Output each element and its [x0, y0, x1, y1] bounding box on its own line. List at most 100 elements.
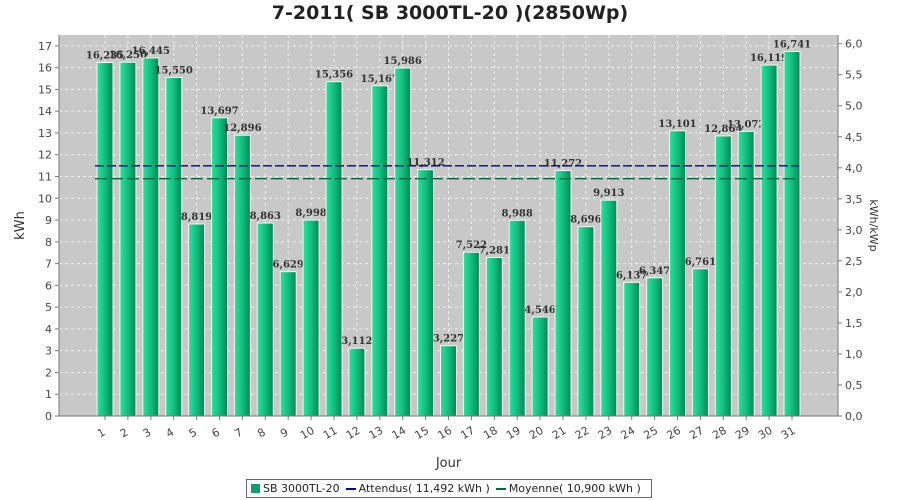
x-tick-label: 29	[733, 424, 752, 442]
y-right-tick-label: 3,5	[845, 193, 863, 206]
y-tick-label: 16	[38, 62, 52, 75]
x-tick-label: 26	[664, 424, 683, 442]
y-tick-label: 4	[45, 323, 52, 336]
bar-day-17	[462, 251, 480, 417]
x-tick-label: 13	[367, 424, 386, 442]
y-right-tick-label: 3,0	[845, 224, 863, 237]
bar-day-4	[165, 76, 183, 417]
bar-day-31	[783, 51, 801, 417]
y-right-tick-label: 1,0	[845, 348, 863, 361]
y-tick-label: 17	[38, 40, 52, 53]
bar-day-5	[188, 223, 206, 417]
bar-day-23	[600, 199, 618, 417]
bar-day-24	[623, 281, 641, 417]
x-tick-label: 19	[504, 424, 523, 442]
y-tick-label: 8	[45, 236, 52, 249]
legend-swatch-series	[251, 484, 260, 493]
y-tick-label: 11	[38, 171, 52, 184]
bar-day-6	[211, 117, 228, 417]
x-tick-label: 24	[619, 424, 638, 442]
data-label-day-28: 12,864	[704, 124, 742, 135]
y-tick-label: 13	[38, 127, 52, 140]
bar-day-14	[394, 67, 412, 417]
legend: SB 3000TL-20 Attendus( 11,492 kWh ) Moye…	[246, 479, 652, 498]
legend-line-attendus	[345, 487, 356, 490]
bar-day-29	[737, 130, 755, 417]
data-label-day-21: 11,272	[544, 159, 582, 170]
bar-day-9	[279, 271, 297, 417]
data-label-day-15: 11,312	[406, 158, 444, 169]
y-tick-label: 10	[38, 192, 52, 205]
y-tick-label: 9	[45, 214, 52, 227]
bar-day-7	[233, 134, 251, 417]
x-tick-label: 4	[164, 426, 177, 441]
x-tick-label: 12	[344, 424, 363, 442]
bar-day-1	[96, 62, 114, 417]
y-right-tick-label: 4,5	[845, 131, 863, 144]
bar-day-12	[348, 347, 366, 417]
chart-title: 7-2011( SB 3000TL-20 )(2850Wp)	[271, 2, 629, 24]
x-tick-label: 25	[642, 424, 661, 442]
data-label-day-27: 6,761	[685, 257, 716, 268]
legend-line-moyenne	[495, 487, 506, 490]
data-label-day-7: 12,896	[223, 123, 261, 134]
data-label-day-11: 15,356	[315, 70, 353, 81]
bar-day-15	[417, 169, 435, 417]
y-tick-label: 7	[45, 258, 52, 271]
x-tick-label: 27	[687, 424, 706, 442]
x-tick-label: 31	[779, 424, 798, 442]
legend-item-series: SB 3000TL-20	[251, 482, 340, 495]
y-right-tick-label: 2,0	[845, 286, 863, 299]
bar-day-28	[714, 135, 732, 417]
bar-day-11	[325, 81, 343, 417]
legend-item-moyenne: Moyenne( 10,900 kWh )	[495, 482, 641, 495]
bar-day-30	[760, 64, 778, 417]
x-tick-label: 5	[187, 426, 200, 441]
data-label-day-24: 6,137	[616, 270, 647, 281]
data-label-day-26: 13,101	[658, 119, 696, 130]
data-label-day-6: 13,697	[200, 106, 238, 117]
x-tick-label: 9	[278, 426, 291, 441]
x-tick-label: 21	[550, 424, 569, 442]
data-label-day-25: 6,347	[639, 266, 670, 277]
bar-day-10	[302, 219, 320, 417]
y-right-tick-label: 6,0	[845, 38, 863, 51]
data-label-day-30: 16,119	[750, 53, 788, 64]
x-tick-label: 17	[458, 424, 477, 442]
bar-day-18	[485, 256, 503, 417]
data-label-day-20: 4,546	[524, 305, 555, 316]
x-tick-label: 1	[95, 426, 108, 441]
x-axis-label: Jour	[435, 456, 462, 471]
bar-day-2	[119, 61, 137, 417]
data-label-day-12: 3,112	[341, 336, 372, 347]
data-label-day-5: 8,819	[181, 212, 212, 223]
y-tick-label: 2	[45, 366, 52, 379]
data-label-day-1: 16,235	[86, 51, 124, 62]
bar-day-3	[142, 57, 160, 417]
legend-label-moyenne: Moyenne( 10,900 kWh )	[508, 482, 641, 495]
x-tick-label: 23	[596, 424, 615, 442]
y-tick-label: 14	[38, 105, 52, 118]
y-tick-label: 15	[38, 83, 52, 96]
y-tick-label: 5	[45, 301, 52, 314]
x-tick-label: 22	[573, 424, 592, 442]
bar-day-20	[531, 316, 549, 417]
bar-day-21	[554, 170, 572, 417]
data-label-day-8: 8,863	[250, 211, 281, 222]
x-tick-label: 11	[321, 424, 340, 442]
data-label-day-9: 6,629	[273, 260, 304, 271]
bar-day-8	[256, 222, 274, 417]
y-axis-right-label: kWh/kWp	[867, 199, 880, 251]
y-tick-label: 0	[45, 410, 52, 423]
x-tick-label: 16	[435, 424, 454, 442]
data-label-day-16: 3,227	[433, 334, 464, 345]
y-right-tick-label: 2,5	[845, 255, 863, 268]
bar-day-27	[691, 268, 709, 417]
y-right-tick-label: 0,0	[845, 410, 863, 423]
data-label-day-17: 7,522	[456, 240, 487, 251]
x-tick-label: 30	[756, 424, 775, 442]
y-right-tick-label: 4,0	[845, 162, 863, 175]
data-label-day-3: 16,445	[132, 46, 170, 57]
data-label-day-18: 7,281	[479, 245, 510, 256]
